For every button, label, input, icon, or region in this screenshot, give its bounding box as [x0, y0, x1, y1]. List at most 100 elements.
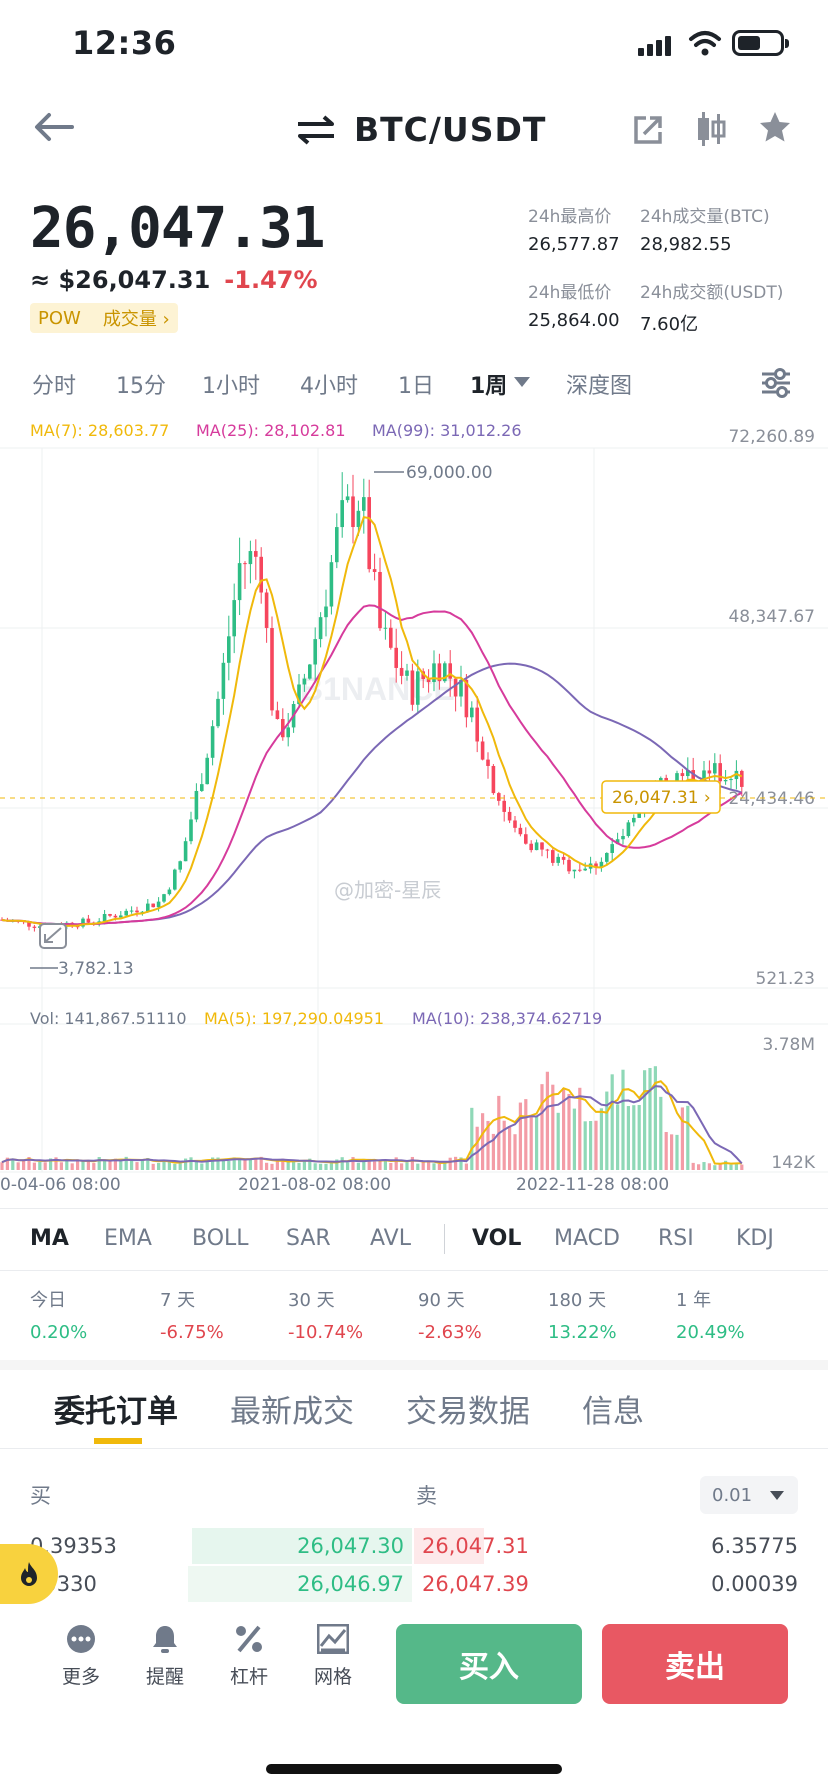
- ma25-line: [1, 604, 743, 926]
- volume-bar: [697, 1164, 701, 1170]
- volume-bar: [340, 1157, 344, 1170]
- perf-30d: 30 天 -10.74%: [288, 1290, 364, 1343]
- volume-bar: [702, 1162, 706, 1170]
- grid-button[interactable]: 网格: [298, 1624, 368, 1689]
- back-arrow-icon[interactable]: [34, 112, 74, 142]
- interval-dropdown-icon[interactable]: [514, 377, 530, 387]
- candle-body: [399, 667, 404, 676]
- interval-tab-depth[interactable]: 深度图: [566, 374, 633, 399]
- interval-tab-1d[interactable]: 1日: [398, 374, 434, 399]
- candle-body: [470, 707, 474, 718]
- pow-tag: POW: [38, 307, 81, 329]
- candle-body: [383, 627, 388, 629]
- candle-body: [605, 852, 609, 862]
- tab-trade-data[interactable]: 交易数据: [406, 1394, 530, 1430]
- indicator-tab-kdj[interactable]: KDJ: [736, 1226, 774, 1251]
- perf-1y: 1 年 20.49%: [676, 1290, 745, 1343]
- interval-tab-1h[interactable]: 1小时: [202, 374, 260, 399]
- interval-tab-4h[interactable]: 4小时: [300, 374, 358, 399]
- candle-body: [75, 926, 80, 928]
- stat-high-label: 24h最高价: [528, 207, 612, 227]
- volume-tag: 成交量 ›: [102, 309, 170, 330]
- indicator-tab-macd[interactable]: MACD: [554, 1226, 620, 1251]
- perf-180d: 180 天 13.22%: [548, 1290, 617, 1343]
- volume-bar: [572, 1108, 576, 1170]
- volume-bar: [621, 1069, 625, 1170]
- volume-bar: [551, 1084, 555, 1170]
- orderbook-row[interactable]: 25330 26,046.97 26,047.39 0.00039: [0, 1566, 828, 1602]
- volume-bar: [464, 1163, 468, 1170]
- current-price-tag[interactable]: [601, 780, 721, 814]
- indicator-tab-boll[interactable]: BOLL: [192, 1226, 249, 1251]
- sell-button[interactable]: 卖出: [602, 1624, 788, 1704]
- indicator-tab-sar[interactable]: SAR: [286, 1226, 331, 1251]
- leverage-button[interactable]: 杠杆: [214, 1624, 284, 1689]
- tab-orders[interactable]: 委托订单: [54, 1394, 178, 1430]
- candle-body: [443, 663, 447, 682]
- orderbook-row[interactable]: 0.39353 26,047.30 26,047.31 6.35775: [0, 1528, 828, 1564]
- stat-vol-usdt-label: 24h成交额(USDT): [640, 283, 784, 303]
- alert-button[interactable]: 提醒: [130, 1624, 200, 1689]
- indicator-tab-ma[interactable]: MA: [30, 1226, 69, 1251]
- volume-bar: [367, 1158, 371, 1170]
- volume-bar: [740, 1164, 744, 1170]
- tag-row[interactable]: POW 成交量 ›: [30, 303, 178, 333]
- tab-latest-trades[interactable]: 最新成交: [230, 1394, 354, 1430]
- volume-bar: [200, 1163, 204, 1170]
- volume-bar: [562, 1087, 566, 1170]
- indicator-tab-vol[interactable]: VOL: [472, 1226, 522, 1251]
- price-usd: ≈ $26,047.31: [30, 266, 211, 294]
- weibo-watermark: @加密-星辰: [334, 878, 441, 902]
- volume-bar: [605, 1091, 609, 1170]
- candle-body: [464, 679, 469, 718]
- tab-info[interactable]: 信息: [582, 1394, 644, 1430]
- buy-button[interactable]: 买入: [396, 1624, 582, 1704]
- indicator-tab-rsi[interactable]: RSI: [658, 1226, 694, 1251]
- interval-tab-line[interactable]: 分时: [32, 374, 77, 399]
- volume-bar: [448, 1157, 452, 1170]
- precision-select[interactable]: 0.01: [700, 1476, 798, 1514]
- volume-bar: [589, 1121, 593, 1170]
- hot-fire-button[interactable]: [0, 1544, 58, 1604]
- volume-bar: [416, 1163, 420, 1170]
- x-label-3: 2022-11-28 08:00: [516, 1175, 669, 1195]
- volume-bar: [362, 1158, 366, 1170]
- indicator-tab-ema[interactable]: EMA: [104, 1226, 152, 1251]
- candles: [0, 472, 744, 932]
- volume-bar: [11, 1158, 15, 1170]
- candlestick-icon[interactable]: [696, 112, 726, 146]
- candle-body: [86, 918, 91, 923]
- volume-bar: [189, 1157, 193, 1170]
- chart-settings-icon[interactable]: [760, 368, 792, 398]
- candle-body: [432, 663, 436, 683]
- volume-bar: [383, 1160, 387, 1170]
- bottom-action-bar: 更多 提醒 杠杆 网格 买入 卖出: [0, 1604, 828, 1754]
- candle-body: [529, 843, 533, 851]
- fire-icon: [21, 1562, 37, 1586]
- candle-body: [237, 563, 242, 601]
- volume-bar: [524, 1099, 528, 1170]
- indicator-tab-avl[interactable]: AVL: [370, 1226, 411, 1251]
- interval-tab-1w[interactable]: 1周: [470, 374, 508, 399]
- more-button[interactable]: 更多: [46, 1624, 116, 1689]
- candle-body: [351, 496, 355, 528]
- candle-body: [480, 741, 485, 760]
- pair-selector[interactable]: BTC/USDT: [296, 110, 546, 149]
- wifi-icon: [689, 31, 721, 56]
- candle-body: [675, 773, 679, 787]
- candle-body: [626, 822, 631, 837]
- candle-body: [194, 790, 199, 820]
- volume-bar: [675, 1134, 679, 1170]
- favorite-star-icon[interactable]: [758, 110, 792, 144]
- volume-bar: [378, 1161, 382, 1170]
- volume-bar: [454, 1156, 458, 1170]
- candle-body: [189, 819, 193, 842]
- price-chart[interactable]: B1NANCE MA(7): 28,603.77 MA(25): 28,102.…: [0, 412, 828, 1212]
- volume-bar: [443, 1161, 447, 1170]
- candle-body: [210, 726, 215, 758]
- interval-tab-15m[interactable]: 15分: [116, 374, 166, 399]
- volume-bar: [238, 1158, 242, 1170]
- candle-body: [119, 915, 123, 918]
- share-icon[interactable]: [632, 114, 664, 146]
- candle-body: [178, 861, 182, 870]
